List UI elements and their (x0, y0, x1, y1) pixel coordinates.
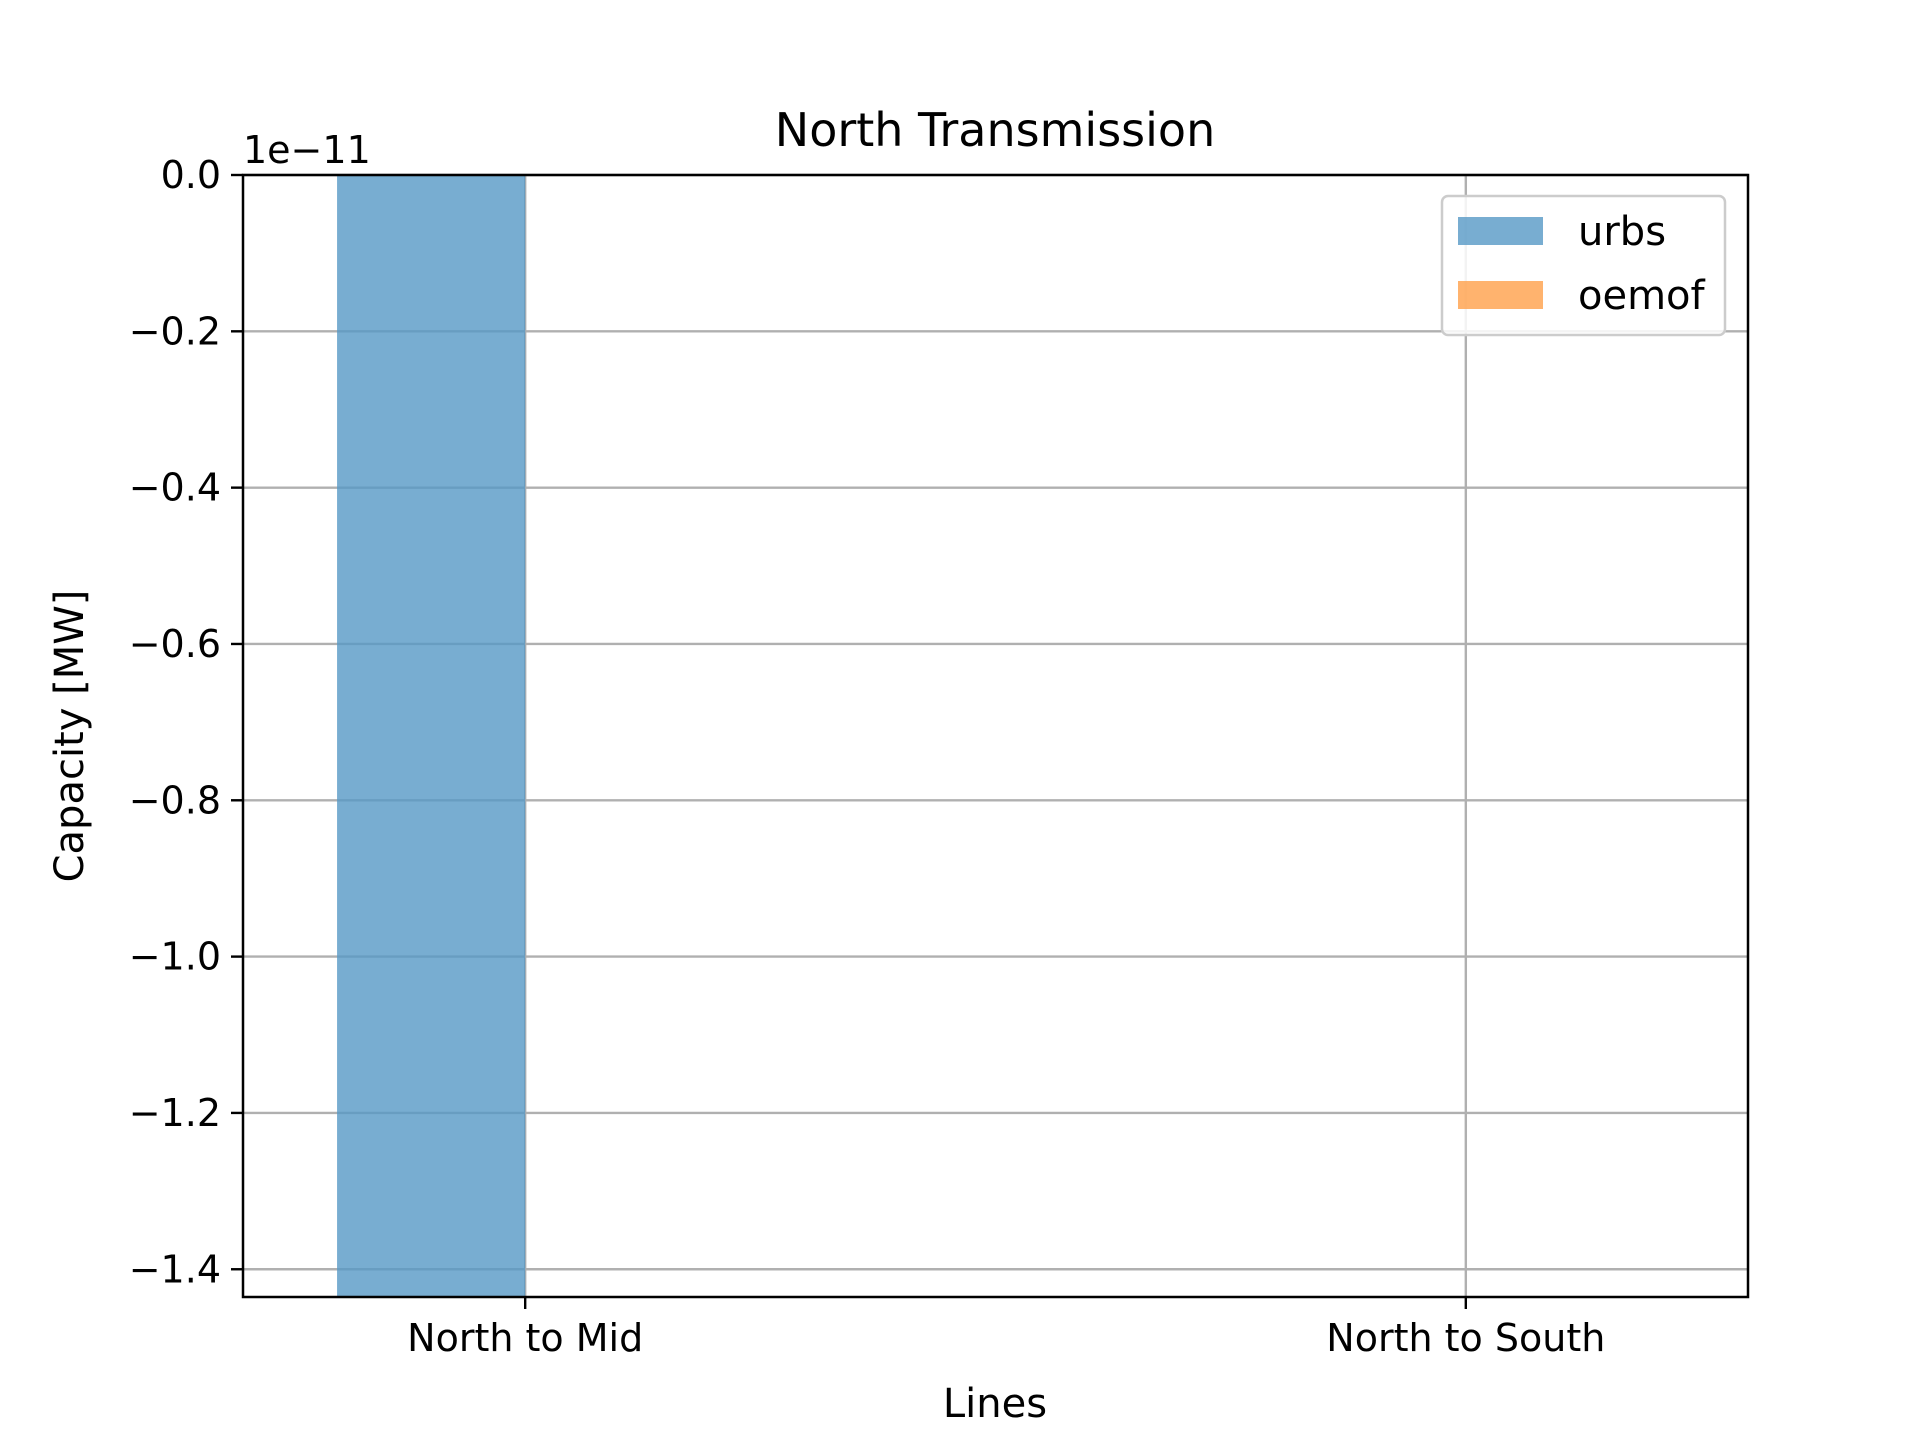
y-tick-label: −1.4 (129, 1247, 221, 1291)
x-axis-label: Lines (943, 1381, 1047, 1427)
legend-swatch-oemof (1458, 281, 1543, 309)
bars (337, 175, 526, 1297)
legend: urbs oemof (1440, 194, 1727, 337)
chart-title: North Transmission (775, 103, 1215, 157)
plot-area-frame (241, 173, 1750, 1299)
legend-label-urbs: urbs (1578, 209, 1666, 255)
y-tick-label: −0.2 (129, 309, 221, 353)
legend-swatch-urbs (1458, 217, 1543, 245)
axis-offset-label: 1e−11 (243, 128, 371, 172)
y-tick-label: 0.0 (161, 153, 221, 197)
x-tick-label: North to Mid (407, 1316, 643, 1360)
x-tick-label: North to South (1326, 1316, 1605, 1360)
x-axis-ticks: North to Mid North to South (407, 1297, 1605, 1360)
y-tick-label: −0.8 (129, 778, 221, 822)
y-tick-label: −1.0 (129, 935, 221, 979)
legend-label-oemof: oemof (1578, 273, 1706, 319)
y-tick-label: −1.2 (129, 1091, 221, 1135)
y-tick-label: −0.4 (129, 466, 221, 510)
y-axis-label: Capacity [MW] (47, 590, 93, 883)
y-axis-ticks: 0.0 −0.2 −0.4 −0.6 −0.8 −1.0 −1.2 −1.4 (129, 153, 243, 1291)
bar-urbs-0 (337, 175, 526, 1297)
y-tick-label: −0.6 (129, 622, 221, 666)
